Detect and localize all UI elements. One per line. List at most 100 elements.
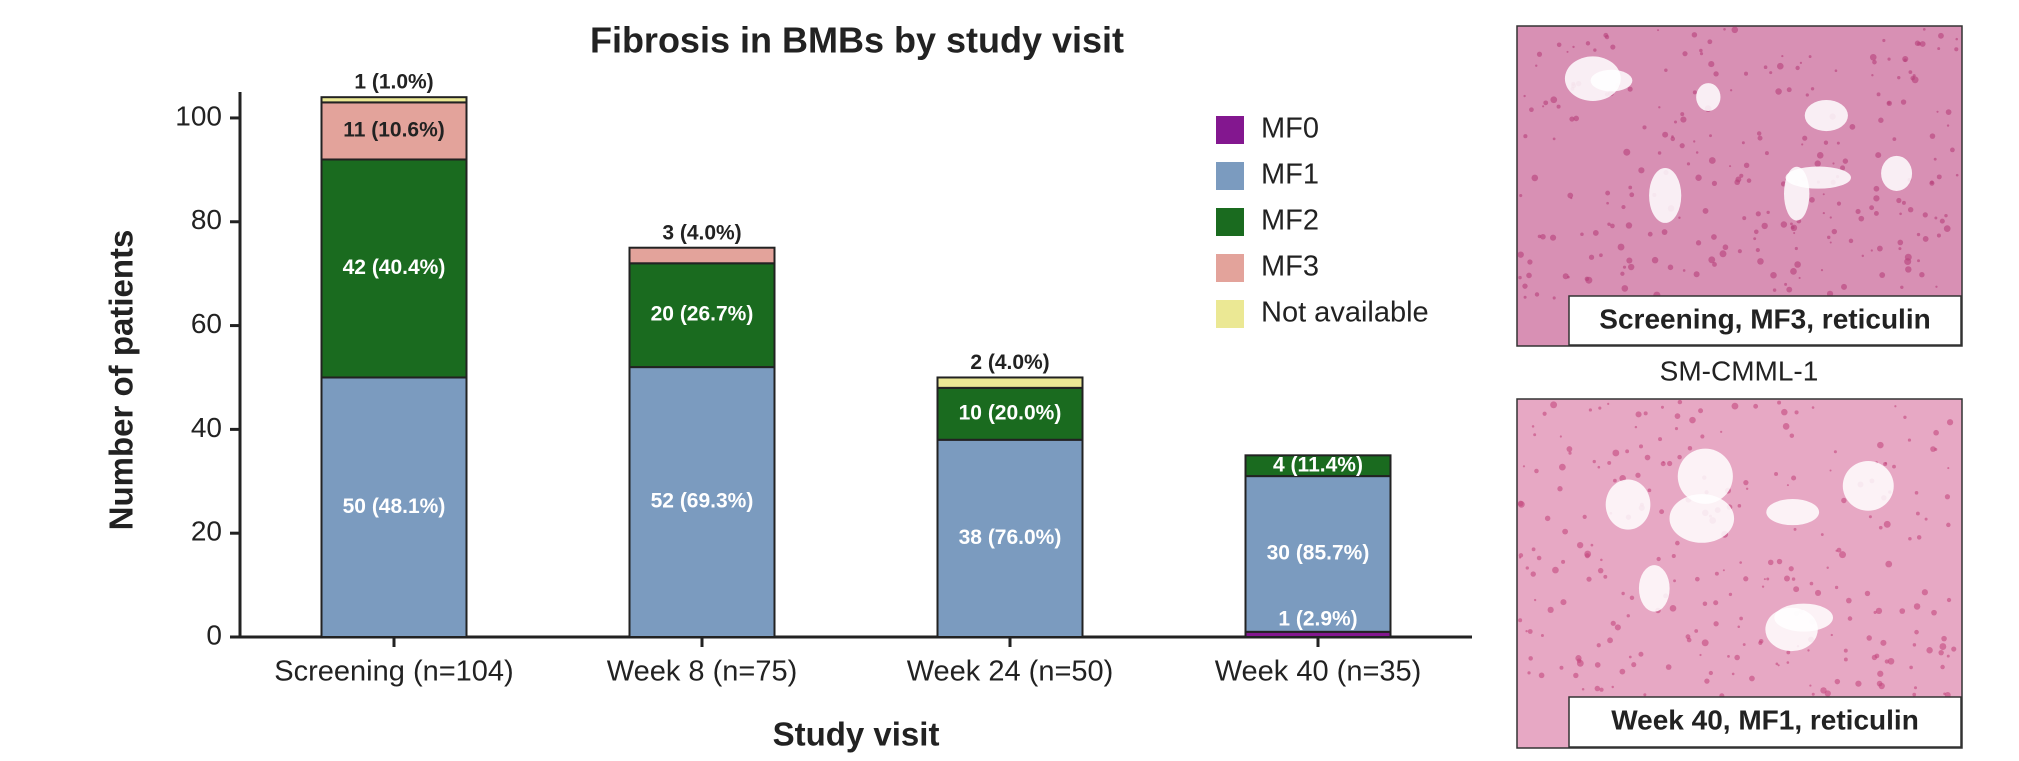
texture bbox=[1682, 269, 1686, 272]
texture bbox=[1880, 639, 1887, 646]
texture bbox=[1550, 401, 1558, 409]
texture bbox=[1946, 522, 1951, 528]
panel-label: SM-CMML-1 bbox=[1660, 355, 1819, 386]
texture bbox=[1519, 193, 1523, 198]
texture bbox=[1525, 566, 1529, 570]
texture bbox=[1776, 558, 1783, 565]
texture bbox=[1581, 688, 1585, 691]
texture bbox=[1810, 87, 1815, 91]
texture bbox=[1673, 579, 1676, 583]
texture bbox=[1556, 104, 1561, 109]
texture bbox=[1612, 449, 1620, 457]
texture bbox=[1711, 180, 1718, 186]
texture bbox=[1626, 614, 1630, 618]
texture bbox=[1775, 88, 1782, 95]
texture bbox=[1775, 662, 1779, 666]
texture bbox=[1898, 247, 1902, 251]
texture bbox=[1784, 282, 1788, 286]
texture bbox=[1734, 654, 1740, 661]
texture bbox=[1552, 137, 1556, 141]
texture bbox=[1904, 253, 1912, 261]
texture bbox=[1785, 166, 1851, 189]
texture bbox=[1897, 75, 1901, 80]
texture bbox=[1698, 408, 1704, 414]
texture bbox=[1559, 463, 1566, 471]
texture bbox=[1686, 162, 1691, 166]
texture bbox=[1669, 494, 1735, 543]
texture bbox=[1657, 29, 1660, 32]
legend-label: MF2 bbox=[1261, 205, 1319, 237]
texture bbox=[1805, 93, 1809, 97]
texture bbox=[1531, 425, 1535, 428]
texture bbox=[1786, 484, 1789, 487]
texture bbox=[1870, 249, 1873, 252]
texture bbox=[1677, 448, 1733, 504]
texture bbox=[1951, 646, 1957, 652]
texture bbox=[1677, 399, 1683, 405]
texture bbox=[1682, 51, 1688, 57]
texture bbox=[1689, 416, 1696, 424]
texture bbox=[1885, 560, 1893, 568]
value-label: 3 (4.0%) bbox=[662, 221, 741, 244]
texture bbox=[1944, 213, 1948, 218]
texture bbox=[1528, 656, 1533, 661]
caption: Week 40, MF1, reticulin bbox=[1611, 704, 1919, 735]
texture bbox=[1638, 651, 1644, 657]
texture bbox=[1580, 232, 1584, 237]
texture bbox=[1603, 574, 1608, 579]
texture bbox=[1892, 464, 1896, 469]
texture bbox=[1782, 423, 1790, 430]
texture bbox=[1756, 131, 1762, 136]
texture bbox=[1517, 251, 1524, 258]
texture bbox=[1702, 207, 1709, 214]
texture bbox=[1661, 229, 1668, 235]
texture bbox=[1696, 83, 1721, 112]
texture bbox=[1695, 240, 1702, 246]
texture bbox=[1598, 406, 1602, 410]
texture bbox=[1791, 475, 1797, 481]
texture bbox=[1518, 556, 1522, 559]
y-tick-label: 60 bbox=[191, 308, 222, 339]
texture bbox=[1916, 535, 1922, 540]
texture bbox=[1753, 229, 1759, 235]
texture bbox=[1523, 134, 1528, 139]
texture bbox=[1784, 575, 1790, 582]
texture bbox=[1947, 467, 1950, 470]
texture bbox=[1573, 672, 1579, 679]
texture bbox=[1625, 222, 1633, 229]
texture bbox=[1607, 402, 1610, 405]
texture bbox=[1875, 607, 1883, 615]
texture bbox=[1833, 450, 1837, 454]
texture bbox=[1899, 212, 1902, 216]
texture bbox=[1550, 234, 1557, 241]
texture bbox=[1875, 152, 1882, 159]
texture bbox=[1559, 665, 1564, 670]
value-label: 11 (10.6%) bbox=[343, 118, 445, 141]
texture bbox=[1879, 272, 1886, 278]
texture bbox=[1794, 246, 1798, 251]
texture bbox=[1831, 228, 1838, 235]
texture bbox=[1864, 590, 1871, 597]
texture bbox=[1824, 690, 1831, 697]
texture bbox=[1658, 437, 1663, 442]
texture bbox=[1804, 100, 1848, 132]
texture bbox=[1708, 670, 1713, 676]
y-tick-label: 80 bbox=[191, 204, 222, 235]
texture bbox=[1899, 608, 1906, 614]
texture bbox=[1576, 541, 1584, 549]
bar-segment bbox=[320, 96, 468, 104]
texture bbox=[1613, 478, 1617, 483]
texture bbox=[1644, 454, 1651, 461]
texture bbox=[1954, 47, 1959, 52]
texture bbox=[1525, 629, 1528, 633]
texture bbox=[1938, 32, 1944, 39]
texture bbox=[1526, 272, 1532, 279]
legend-swatch bbox=[1216, 116, 1244, 144]
texture bbox=[1720, 430, 1723, 433]
texture bbox=[1708, 61, 1715, 68]
texture bbox=[1596, 643, 1601, 648]
texture bbox=[1586, 576, 1592, 582]
texture bbox=[1878, 525, 1883, 530]
texture bbox=[1638, 565, 1670, 612]
texture bbox=[1846, 597, 1852, 604]
